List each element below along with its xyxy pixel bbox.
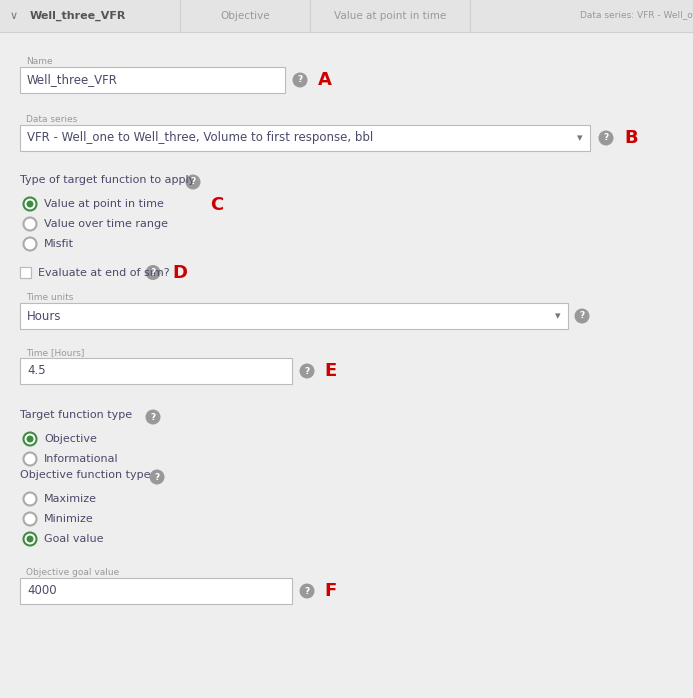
Circle shape bbox=[24, 198, 37, 211]
Text: Evaluate at end of sim?: Evaluate at end of sim? bbox=[38, 267, 170, 278]
Text: Well_three_VFR: Well_three_VFR bbox=[30, 11, 126, 21]
Text: ?: ? bbox=[579, 311, 585, 320]
Text: Objective goal value: Objective goal value bbox=[26, 568, 119, 577]
Circle shape bbox=[24, 452, 37, 466]
Text: Hours: Hours bbox=[27, 309, 62, 322]
Text: Informational: Informational bbox=[44, 454, 119, 464]
Text: Value at point in time: Value at point in time bbox=[334, 11, 446, 21]
Text: D: D bbox=[172, 264, 187, 281]
Circle shape bbox=[24, 493, 37, 505]
Text: Value at point in time: Value at point in time bbox=[44, 199, 164, 209]
Text: ▾: ▾ bbox=[555, 311, 561, 321]
Text: Misfit: Misfit bbox=[44, 239, 74, 249]
Text: ▾: ▾ bbox=[577, 133, 583, 143]
Text: ?: ? bbox=[191, 177, 195, 186]
Text: ?: ? bbox=[304, 366, 310, 376]
Text: Target function type: Target function type bbox=[20, 410, 132, 420]
Text: Time [Hours]: Time [Hours] bbox=[26, 348, 85, 357]
Text: E: E bbox=[324, 362, 336, 380]
FancyBboxPatch shape bbox=[20, 125, 590, 151]
Circle shape bbox=[26, 535, 33, 542]
Text: Objective: Objective bbox=[220, 11, 270, 21]
Circle shape bbox=[299, 584, 315, 598]
Circle shape bbox=[24, 237, 37, 251]
Text: ?: ? bbox=[150, 413, 156, 422]
Circle shape bbox=[299, 364, 315, 378]
Text: 4.5: 4.5 bbox=[27, 364, 46, 378]
Circle shape bbox=[574, 309, 590, 323]
Text: Minimize: Minimize bbox=[44, 514, 94, 524]
FancyBboxPatch shape bbox=[20, 358, 292, 384]
Circle shape bbox=[24, 512, 37, 526]
Text: ?: ? bbox=[604, 133, 608, 142]
Circle shape bbox=[24, 533, 37, 546]
Circle shape bbox=[599, 131, 613, 145]
FancyBboxPatch shape bbox=[20, 303, 568, 329]
Circle shape bbox=[150, 470, 164, 484]
FancyBboxPatch shape bbox=[20, 67, 285, 93]
Text: Maximize: Maximize bbox=[44, 494, 97, 504]
Circle shape bbox=[24, 433, 37, 445]
Text: Data series: VFR - Well_one to Well_three, Volume to first response, bbl: Data series: VFR - Well_one to Well_thre… bbox=[580, 11, 693, 20]
Circle shape bbox=[146, 265, 161, 280]
Text: Time units: Time units bbox=[26, 293, 73, 302]
Text: A: A bbox=[318, 71, 332, 89]
Text: Objective function type: Objective function type bbox=[20, 470, 150, 480]
Text: C: C bbox=[210, 196, 223, 214]
Text: ∨: ∨ bbox=[10, 11, 18, 21]
Circle shape bbox=[292, 73, 308, 87]
Text: Objective: Objective bbox=[44, 434, 97, 444]
Text: Well_three_VFR: Well_three_VFR bbox=[27, 73, 118, 87]
Bar bbox=[20, 267, 31, 278]
Circle shape bbox=[24, 218, 37, 230]
Text: Data series: Data series bbox=[26, 115, 77, 124]
Circle shape bbox=[186, 174, 200, 189]
Text: ?: ? bbox=[297, 75, 303, 84]
Text: Name: Name bbox=[26, 57, 53, 66]
Text: ?: ? bbox=[304, 586, 310, 595]
Circle shape bbox=[26, 436, 33, 443]
Text: Goal value: Goal value bbox=[44, 534, 103, 544]
Text: Type of target function to apply: Type of target function to apply bbox=[20, 175, 195, 185]
Text: ?: ? bbox=[155, 473, 159, 482]
Text: 4000: 4000 bbox=[27, 584, 57, 597]
Text: Value over time range: Value over time range bbox=[44, 219, 168, 229]
Circle shape bbox=[146, 410, 161, 424]
Text: B: B bbox=[624, 129, 638, 147]
Bar bbox=[0, 0, 693, 32]
FancyBboxPatch shape bbox=[20, 578, 292, 604]
Text: ?: ? bbox=[150, 268, 156, 277]
Text: F: F bbox=[324, 582, 336, 600]
Text: VFR - Well_one to Well_three, Volume to first response, bbl: VFR - Well_one to Well_three, Volume to … bbox=[27, 131, 374, 144]
Circle shape bbox=[26, 200, 33, 207]
